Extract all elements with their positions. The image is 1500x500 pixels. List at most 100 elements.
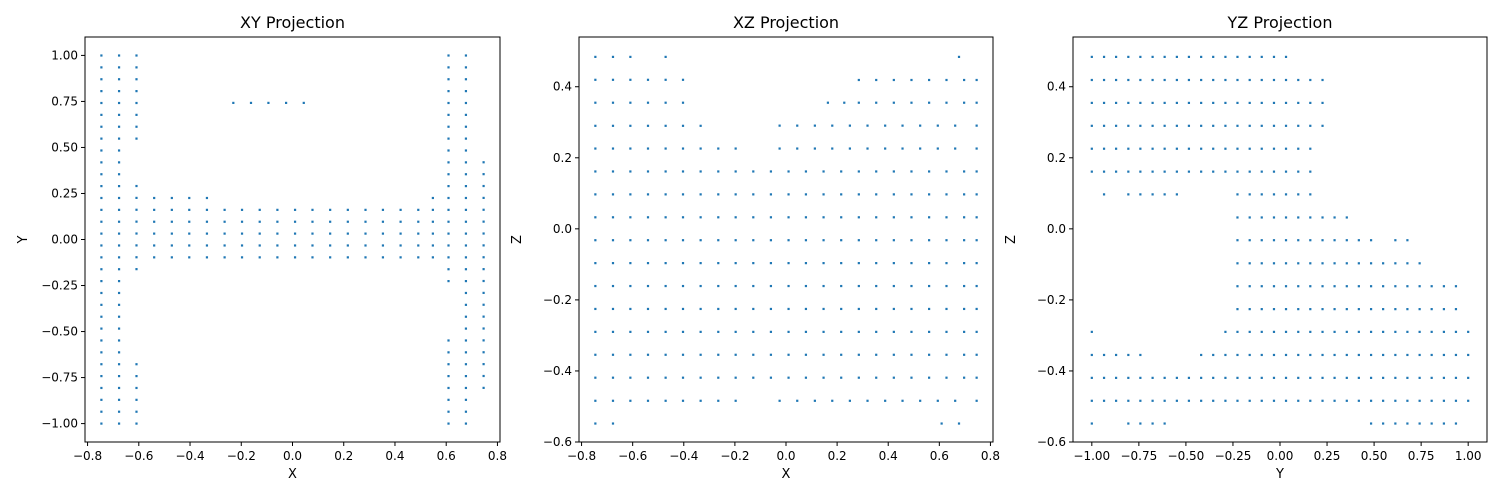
data-point <box>311 220 314 223</box>
data-point <box>611 124 615 127</box>
data-point <box>1406 330 1409 333</box>
data-point <box>1297 376 1300 379</box>
data-point <box>1248 308 1251 311</box>
data-point <box>1151 124 1154 127</box>
data-point <box>975 239 978 242</box>
data-point <box>594 239 597 242</box>
data-point <box>1454 308 1458 311</box>
data-point <box>611 78 615 81</box>
data-point <box>153 208 156 211</box>
x-axis-label: X <box>288 467 297 482</box>
data-point <box>223 220 226 223</box>
data-point <box>1284 353 1288 357</box>
data-point <box>1200 170 1203 173</box>
data-point <box>1151 147 1154 150</box>
data-point <box>1309 101 1312 104</box>
data-point <box>804 330 808 333</box>
data-point <box>417 220 420 223</box>
data-point <box>826 101 830 104</box>
y-tick-label: −0.75 <box>41 371 78 385</box>
data-point <box>1394 308 1397 311</box>
data-point <box>100 410 103 413</box>
data-point <box>1272 55 1276 58</box>
data-point <box>464 161 468 164</box>
data-point <box>1297 147 1300 150</box>
data-point <box>447 280 450 283</box>
y-tick-label: 0.0 <box>1047 222 1066 236</box>
data-point <box>1236 78 1239 82</box>
data-point <box>804 193 808 196</box>
data-point <box>928 330 931 333</box>
data-point <box>910 193 913 196</box>
data-point <box>117 208 121 211</box>
data-point <box>1309 193 1312 196</box>
data-point <box>957 422 961 425</box>
x-tick-label: −0.8 <box>73 449 102 463</box>
data-point <box>1382 353 1385 357</box>
data-point <box>734 399 737 402</box>
data-point <box>910 239 913 242</box>
data-point <box>205 256 209 259</box>
data-point <box>611 399 615 402</box>
data-point <box>117 363 121 366</box>
data-point <box>594 330 597 333</box>
data-point <box>1260 55 1263 58</box>
data-point <box>100 196 103 200</box>
data-point <box>884 147 887 150</box>
data-point <box>629 262 632 265</box>
data-point <box>1127 399 1130 402</box>
data-point <box>1260 170 1263 173</box>
data-point <box>892 376 895 379</box>
data-point <box>447 232 450 235</box>
data-point <box>188 208 191 211</box>
data-point <box>188 256 191 259</box>
data-point <box>1127 422 1130 425</box>
data-point <box>117 303 121 306</box>
data-point <box>1442 422 1446 425</box>
data-point <box>1114 101 1118 104</box>
data-point <box>293 256 297 259</box>
data-point <box>1260 147 1263 150</box>
data-point <box>117 422 121 425</box>
data-point <box>1430 422 1433 425</box>
data-point <box>1102 193 1106 196</box>
data-point <box>1236 308 1239 311</box>
data-point <box>646 330 650 333</box>
data-point <box>135 184 138 188</box>
data-point <box>769 330 773 333</box>
data-point <box>447 351 450 354</box>
data-point <box>1248 399 1251 402</box>
data-point <box>1114 376 1118 379</box>
y-tick-label: −0.4 <box>543 364 572 378</box>
data-point <box>769 376 773 379</box>
data-point <box>1090 78 1093 82</box>
y-tick-label: 0.2 <box>553 151 572 165</box>
data-point <box>822 216 825 219</box>
data-point <box>1297 239 1300 242</box>
data-point <box>646 399 650 402</box>
data-point <box>381 256 385 259</box>
data-point <box>848 147 851 150</box>
data-point <box>594 170 597 173</box>
data-point <box>1248 330 1251 333</box>
data-point <box>664 376 667 379</box>
data-point <box>840 284 843 288</box>
data-point <box>848 124 851 127</box>
data-point <box>681 399 685 402</box>
data-point <box>975 353 978 356</box>
data-point <box>804 284 808 288</box>
data-point <box>1260 262 1263 265</box>
y-tick-label: 1.00 <box>51 48 78 62</box>
data-point <box>1418 399 1421 402</box>
data-point <box>1467 376 1470 379</box>
data-point <box>117 185 121 188</box>
data-point <box>417 256 420 259</box>
data-point <box>1163 376 1166 379</box>
data-point <box>1139 193 1142 196</box>
data-points <box>100 54 485 425</box>
data-point <box>1139 422 1142 425</box>
data-points <box>1090 55 1470 425</box>
data-point <box>945 170 948 173</box>
data-point <box>1284 308 1288 311</box>
data-point <box>813 147 816 150</box>
